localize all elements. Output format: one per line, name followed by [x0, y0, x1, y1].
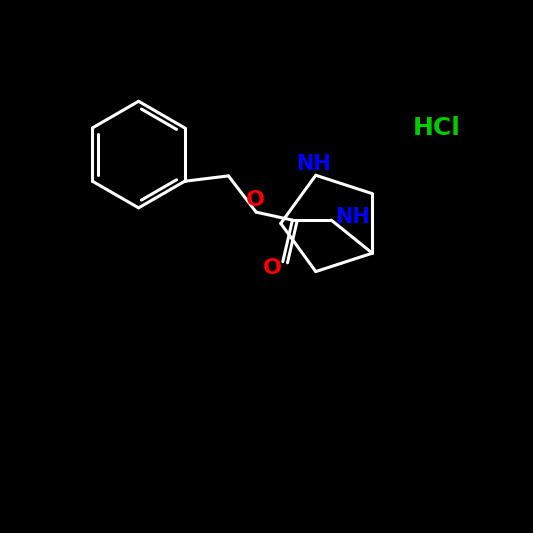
Text: O: O	[246, 190, 264, 211]
Text: O: O	[263, 258, 281, 278]
Text: NH: NH	[335, 207, 370, 227]
Text: NH: NH	[296, 154, 330, 174]
Text: HCl: HCl	[413, 116, 461, 140]
